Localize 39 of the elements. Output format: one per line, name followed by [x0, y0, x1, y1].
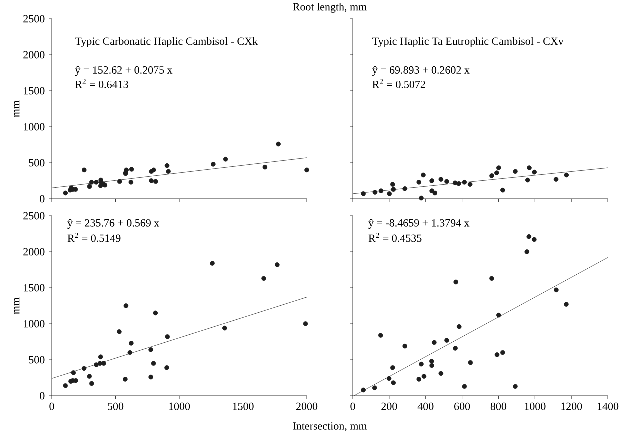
- y-tick-label: 0: [40, 195, 45, 203]
- y-axis-title: mm: [14, 298, 20, 314]
- annotation: ŷ = -8.4659 + 1.3794 x: [368, 219, 470, 230]
- x-tick-label: 1000: [525, 402, 546, 410]
- x-tick-label: 1200: [562, 402, 582, 410]
- x-tick-label: 1000: [169, 402, 190, 410]
- x-tick-label: 600: [454, 402, 470, 410]
- y-tick-label: 1500: [24, 87, 45, 95]
- annotation: R$^{2}$ = 0.4535: [368, 232, 422, 242]
- annotation: R$^{2}$ = 0.5149: [68, 232, 121, 242]
- x-tick-label: 2000: [296, 402, 318, 410]
- x-tick-label: 0: [350, 402, 356, 410]
- annotation: ŷ = 235.76 + 0.569 x: [68, 219, 160, 230]
- x-tick-label: 800: [490, 402, 507, 410]
- annotation: R$^{2}$ = 0.6413: [75, 79, 128, 88]
- y-tick-label: 2500: [24, 15, 45, 23]
- x-tick-label: 400: [418, 402, 434, 410]
- x-tick-label: 0: [50, 402, 54, 410]
- y-tick-label: 2000: [24, 248, 45, 256]
- x-tick-label: 200: [382, 402, 398, 410]
- x-tick-label: 1500: [233, 402, 254, 410]
- y-tick-label: 2500: [24, 212, 45, 220]
- y-tick-label: 1000: [24, 123, 45, 131]
- y-axis-title: mm: [14, 100, 20, 118]
- x-axis-title: Intersection, mm: [293, 422, 368, 432]
- annotation: ŷ = 69.893 + 0.2602 x: [372, 66, 470, 76]
- x-tick-label: 1400: [598, 402, 619, 410]
- y-tick-label: 1500: [24, 284, 45, 292]
- x-axis-title: Root length, mm: [293, 3, 367, 13]
- annotation: ŷ = 152.62 + 0.2075 x: [75, 66, 173, 76]
- annotation: R$^{2}$ = 0.5072: [372, 79, 426, 88]
- y-tick-label: 2000: [24, 51, 45, 59]
- y-tick-label: 500: [29, 356, 45, 364]
- annotation: Typic Haplic Ta Eutrophic Cambisol - CXv: [372, 37, 564, 48]
- y-tick-label: 0: [40, 392, 45, 400]
- y-tick-label: 1000: [24, 320, 45, 328]
- x-tick-label: 500: [108, 402, 124, 410]
- y-tick-label: 500: [29, 159, 45, 167]
- annotation: Typic Carbonatic Haplic Cambisol - CXk: [75, 37, 258, 48]
